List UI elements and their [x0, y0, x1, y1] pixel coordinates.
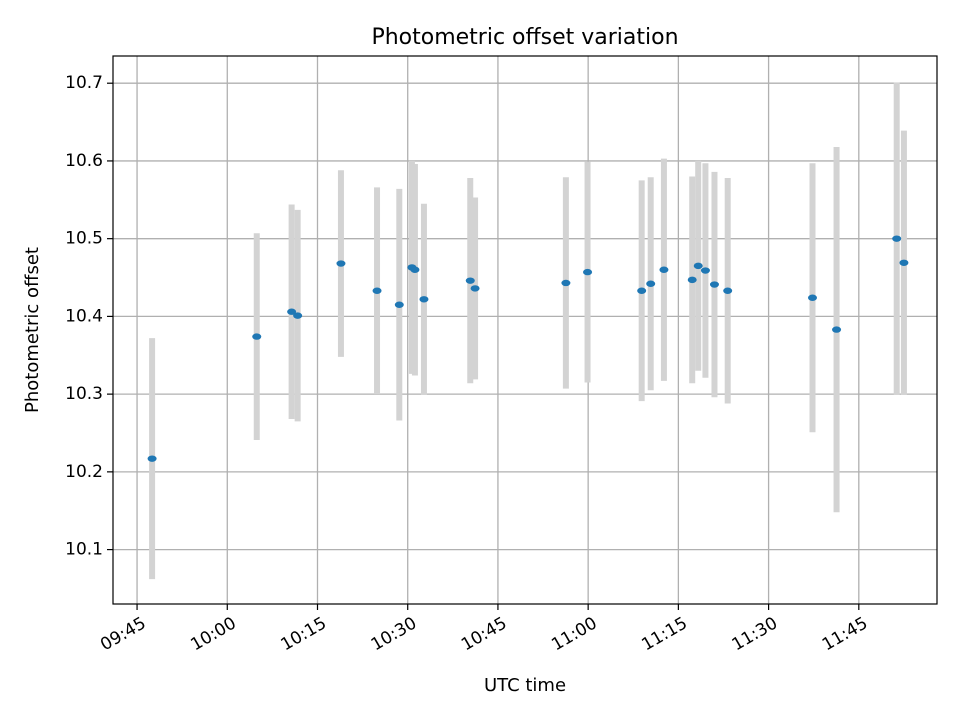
data-point	[470, 285, 480, 292]
data-point	[723, 287, 733, 294]
data-point	[892, 235, 902, 242]
y-axis-label: Photometric offset	[22, 247, 43, 413]
x-tick-label: 10:15	[278, 613, 330, 655]
data-point	[583, 268, 593, 276]
data-point	[832, 326, 842, 333]
y-tick-label: 10.2	[65, 462, 103, 482]
x-tick-label: 10:00	[187, 613, 239, 655]
x-tick-label: 11:15	[638, 613, 690, 655]
data-point	[293, 312, 303, 319]
data-point	[147, 455, 157, 462]
data-point	[372, 287, 382, 294]
x-tick-label: 10:45	[458, 613, 510, 655]
data-point	[287, 308, 297, 315]
error-bars	[149, 82, 907, 580]
data-point	[637, 287, 647, 294]
x-axis-ticks: 09:45 10:00 10:15 10:30 10:45 11:00 11:15 11:30…	[97, 604, 871, 655]
x-tick-label: 10:30	[368, 613, 420, 655]
y-axis-ticks: 10.1 10.2 10.3 10.4 10.5 10.6 10.7	[65, 73, 113, 560]
data-point	[687, 276, 697, 284]
data-point	[419, 296, 429, 303]
data-point	[410, 266, 420, 273]
y-tick-label: 10.7	[65, 73, 103, 93]
x-tick-label: 09:45	[97, 613, 149, 655]
plot-frame	[112, 55, 938, 605]
data-point	[659, 266, 669, 273]
chart-title: Photometric offset variation	[371, 25, 678, 50]
y-tick-label: 10.5	[65, 229, 103, 249]
data-point	[899, 259, 909, 266]
data-point	[561, 279, 571, 287]
y-tick-label: 10.4	[65, 306, 103, 326]
y-tick-label: 10.1	[65, 540, 103, 560]
data-points	[147, 235, 909, 462]
data-point	[646, 280, 656, 287]
data-point	[693, 262, 703, 270]
x-tick-label: 11:30	[729, 613, 781, 655]
data-point	[336, 260, 346, 267]
x-axis-label: UTC time	[484, 675, 566, 696]
y-tick-label: 10.3	[65, 384, 103, 404]
data-point	[700, 267, 710, 274]
y-tick-label: 10.6	[65, 151, 103, 171]
data-point	[394, 301, 404, 308]
data-point	[807, 294, 817, 301]
data-point	[465, 277, 475, 284]
x-tick-label: 11:00	[548, 613, 600, 655]
data-point	[709, 281, 719, 288]
x-tick-label: 11:45	[819, 613, 871, 655]
data-point	[252, 333, 262, 340]
